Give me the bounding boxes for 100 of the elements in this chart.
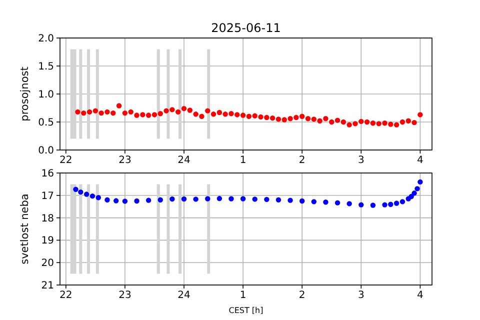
point bbox=[305, 116, 311, 122]
point bbox=[158, 197, 163, 202]
point bbox=[216, 196, 222, 202]
y-tick-label: 1.0 bbox=[38, 90, 54, 100]
y-tick-label: 2.0 bbox=[38, 34, 54, 44]
point bbox=[146, 198, 152, 203]
point bbox=[104, 109, 110, 115]
point bbox=[228, 196, 234, 202]
point bbox=[164, 108, 169, 114]
point bbox=[134, 112, 140, 118]
point bbox=[158, 111, 163, 116]
x-tick-label: 2 bbox=[298, 290, 306, 301]
point bbox=[323, 116, 328, 122]
point bbox=[358, 202, 364, 208]
point bbox=[340, 119, 346, 125]
point bbox=[282, 117, 287, 122]
point bbox=[152, 112, 158, 118]
y-tick-label: 20 bbox=[41, 258, 54, 270]
x-tick-label: 3 bbox=[358, 290, 364, 301]
x-tick-label: 23 bbox=[118, 155, 132, 166]
point bbox=[104, 197, 110, 202]
point bbox=[388, 122, 394, 127]
point bbox=[346, 122, 352, 128]
point bbox=[193, 196, 198, 202]
point bbox=[334, 118, 340, 123]
point bbox=[122, 198, 128, 204]
point bbox=[311, 199, 317, 204]
point bbox=[288, 116, 293, 122]
point bbox=[252, 113, 258, 118]
point bbox=[252, 196, 258, 202]
point bbox=[234, 112, 240, 118]
y-axis-title: prosojnost bbox=[19, 66, 31, 122]
point bbox=[264, 196, 270, 202]
y-tick-label: 19 bbox=[41, 236, 54, 247]
point bbox=[276, 116, 282, 122]
point bbox=[116, 103, 122, 108]
point bbox=[400, 119, 406, 125]
point bbox=[240, 112, 246, 118]
point bbox=[170, 107, 175, 112]
point bbox=[258, 114, 264, 120]
point bbox=[75, 109, 80, 115]
point bbox=[418, 179, 423, 185]
y-tick-label: 1.5 bbox=[38, 62, 54, 72]
x-tick-label: 1 bbox=[240, 290, 246, 301]
point bbox=[352, 121, 358, 126]
chart-title: 2025-06-11 bbox=[211, 21, 281, 35]
point bbox=[187, 108, 193, 113]
point bbox=[382, 120, 388, 126]
y-tick-label: 16 bbox=[41, 168, 54, 180]
point bbox=[240, 196, 246, 202]
y-tick-label: 0.5 bbox=[38, 118, 54, 128]
point bbox=[199, 114, 204, 119]
point bbox=[193, 112, 198, 117]
point bbox=[299, 114, 305, 119]
point bbox=[86, 109, 92, 115]
point bbox=[110, 110, 116, 116]
x-tick-label: 3 bbox=[358, 155, 364, 166]
point bbox=[323, 200, 328, 205]
point bbox=[400, 199, 406, 204]
point bbox=[394, 122, 400, 128]
point bbox=[412, 190, 417, 196]
point bbox=[329, 119, 334, 125]
point bbox=[414, 186, 420, 192]
point bbox=[418, 112, 423, 118]
point bbox=[294, 114, 299, 120]
point bbox=[311, 116, 317, 122]
y-tick-label: 17 bbox=[41, 190, 54, 202]
point bbox=[134, 198, 140, 204]
point bbox=[181, 106, 187, 112]
point bbox=[140, 112, 146, 118]
point bbox=[406, 118, 411, 124]
point bbox=[346, 201, 352, 206]
point bbox=[370, 202, 376, 208]
point bbox=[228, 111, 234, 116]
x-tick-label: 2 bbox=[298, 155, 306, 166]
x-tick-label: 22 bbox=[60, 155, 72, 166]
point bbox=[299, 198, 305, 204]
point bbox=[376, 121, 382, 126]
y-axis-title: svetlost neba bbox=[19, 194, 31, 264]
point bbox=[170, 196, 175, 202]
point bbox=[96, 195, 101, 200]
point bbox=[113, 198, 119, 204]
x-tick-label: 4 bbox=[417, 290, 424, 301]
point bbox=[382, 202, 388, 208]
x-tick-label: 1 bbox=[240, 155, 246, 166]
point bbox=[364, 119, 370, 125]
point bbox=[276, 197, 282, 202]
point bbox=[90, 193, 96, 199]
point bbox=[128, 109, 134, 115]
point bbox=[394, 200, 400, 206]
point bbox=[288, 198, 293, 203]
point bbox=[205, 108, 210, 114]
point bbox=[270, 115, 276, 121]
point bbox=[78, 189, 84, 195]
point bbox=[98, 110, 104, 116]
x-axis-title: CEST [h] bbox=[228, 306, 264, 315]
point bbox=[370, 120, 376, 126]
point bbox=[146, 112, 152, 118]
point bbox=[388, 202, 394, 207]
point bbox=[205, 196, 210, 202]
